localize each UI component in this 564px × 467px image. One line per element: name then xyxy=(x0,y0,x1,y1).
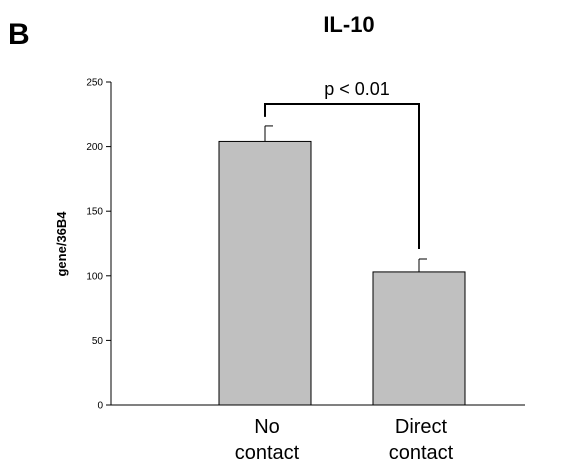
plot-area: 0 50 100 150 200 250 No contact Direct contact p <… xyxy=(86,78,525,464)
chart-title: IL-10 xyxy=(323,12,374,37)
y-tick-label: 200 xyxy=(86,142,103,153)
y-tick-label: 0 xyxy=(97,401,103,412)
y-tick-label: 50 xyxy=(92,336,104,347)
significance-label: p < 0.01 xyxy=(324,79,390,99)
x-category-label: contact xyxy=(235,442,300,464)
y-tick-label: 100 xyxy=(86,271,103,282)
y-tick-label: 150 xyxy=(86,207,103,218)
x-category-label: Direct xyxy=(395,416,448,438)
x-category-label: contact xyxy=(389,442,454,464)
panel-letter: B xyxy=(8,18,30,51)
y-axis-label: gene/36B4 xyxy=(54,211,69,277)
bar xyxy=(372,271,466,406)
bar xyxy=(218,140,312,406)
y-tick-label: 250 xyxy=(86,78,103,89)
significance-bracket xyxy=(264,103,420,250)
x-category-label: No xyxy=(254,416,280,438)
